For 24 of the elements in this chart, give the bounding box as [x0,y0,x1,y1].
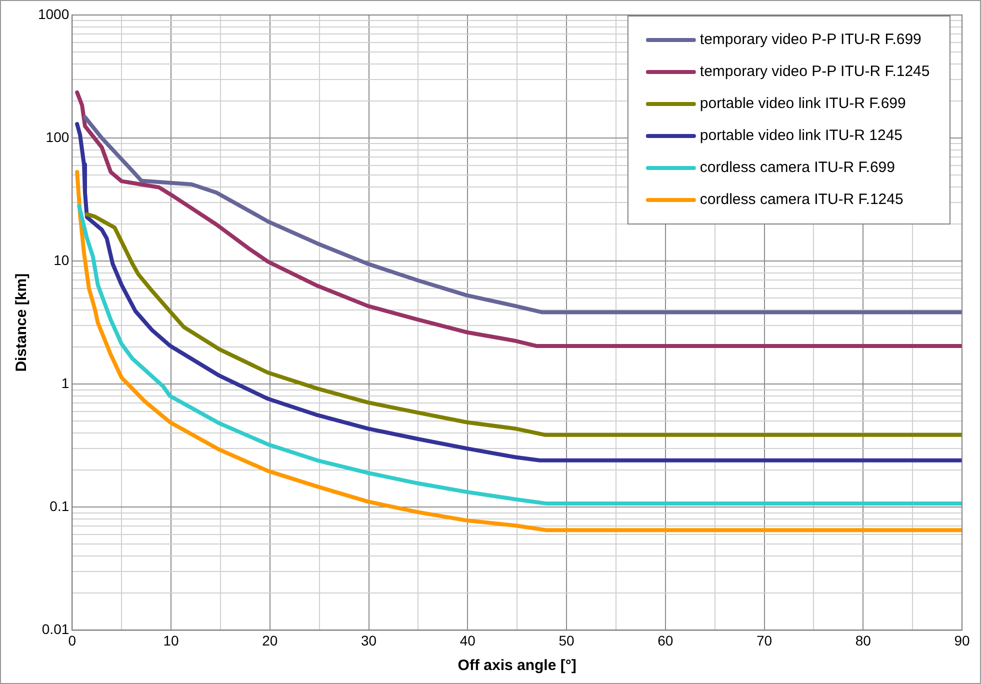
x-tick-label: 40 [460,632,476,648]
y-tick-label: 10 [54,252,70,268]
x-tick-label: 20 [262,632,278,648]
x-tick-label: 70 [756,632,772,648]
x-tick-label: 80 [855,632,872,648]
y-axis-title: Distance [km] [13,273,30,372]
legend-label: cordless camera ITU-R F.699 [700,159,895,176]
legend-label: temporary video P-P ITU-R F.699 [700,31,922,48]
y-tick-label: 1 [61,374,70,391]
legend-label: portable video link ITU-R 1245 [700,127,903,144]
x-tick-label: 30 [360,632,377,648]
y-tick-label: 1000 [38,6,70,22]
x-tick-label: 90 [954,632,970,648]
x-tick-label: 50 [558,632,575,648]
x-tick-label: 60 [658,632,674,648]
x-axis-title: Off axis angle [°] [458,657,576,674]
legend-label: temporary video P-P ITU-R F.1245 [700,63,930,80]
legend-label: cordless camera ITU-R F.1245 [700,191,904,208]
y-tick-label: 0.01 [42,621,70,638]
y-tick-label: 100 [46,128,70,145]
x-tick-label: 10 [163,632,180,648]
legend-label: portable video link ITU-R F.699 [700,95,906,112]
x-tick-label: 0 [68,632,76,648]
y-tick-label: 0.1 [50,498,70,514]
